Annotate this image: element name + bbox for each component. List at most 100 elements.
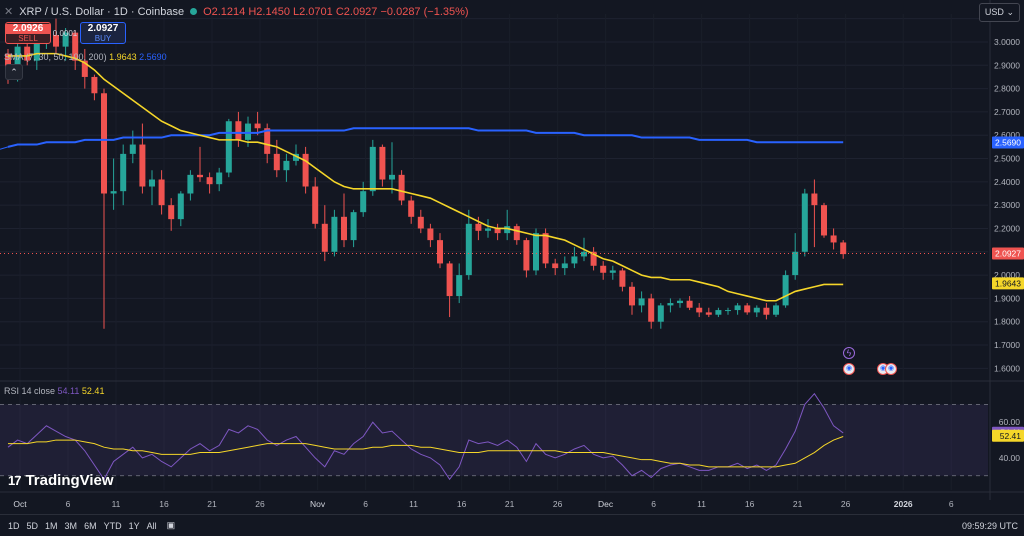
candle-body [581, 251, 587, 257]
candle-body [120, 153, 127, 192]
candle-body [705, 312, 712, 315]
price-label-text: 1.9643 [995, 278, 1021, 288]
candle-body [446, 263, 453, 297]
us-flag-event-icon[interactable]: ◉ [885, 363, 897, 375]
candle-body [427, 228, 434, 241]
rsi-band [0, 404, 988, 476]
buy-price: 2.0927 [87, 23, 119, 34]
rsi-axis-label: 60.00 [999, 417, 1021, 427]
rsi-label-badge [992, 429, 1024, 442]
candle-body [225, 121, 232, 173]
lightning-event-icon[interactable]: ϟ [843, 347, 855, 359]
candle-body [139, 144, 146, 187]
candle-body [235, 121, 242, 140]
symbol-title[interactable]: XRP / U.S. Dollar · 1D · Coinbase [19, 5, 185, 18]
sma-long-line [7, 127, 844, 148]
bottom-toolbar: 1D 5D 1M 3M 6M YTD 1Y All ▣ 09:59:29 UTC [0, 514, 1024, 536]
time-axis-label: 11 [409, 499, 418, 509]
price-label-text: 2.5690 [995, 137, 1021, 147]
rsi-axis-label: 40.00 [999, 453, 1021, 463]
open-value: O2.1214 [203, 5, 246, 18]
timeframe-button[interactable]: YTD [103, 520, 122, 531]
time-axis-label: 11 [112, 499, 121, 509]
time-axis-label: 11 [697, 499, 706, 509]
candle-body [609, 270, 616, 273]
spread-value: 0.0001 [52, 29, 78, 38]
rsi-label-text: 52.41 [1000, 431, 1022, 441]
price-axis-label: 1.9000 [994, 293, 1020, 303]
clock: 09:59:29 UTC [961, 520, 1018, 531]
sma-long-line-start [0, 146, 9, 150]
currency-selector[interactable]: USD ⌄ [978, 3, 1020, 22]
timeframe-button[interactable]: 3M [64, 520, 78, 531]
candle-body [437, 240, 443, 264]
timeframe-button[interactable]: 1M [45, 520, 58, 531]
close-value: C2.0927 [335, 5, 378, 18]
rsi-legend[interactable]: RSI 14 close 54.11 52.41 [4, 386, 104, 396]
candle-body [667, 303, 674, 306]
timeframe-button[interactable]: 1Y [128, 520, 140, 531]
candle-body [245, 123, 251, 140]
time-axis-label: 26 [255, 499, 265, 509]
candle-body [408, 200, 415, 217]
sma-legend[interactable]: SMA (7, 30, 50, 100, 200) 1.9643 2.5690 [4, 52, 167, 62]
collapse-indicators-icon[interactable]: ⌃ [5, 64, 23, 80]
calendar-range-icon[interactable]: ▣ [166, 520, 176, 530]
high-value: H2.1450 [248, 5, 290, 18]
candle-body [264, 128, 271, 154]
candle-body [331, 216, 338, 252]
price-axis-label: 2.9000 [994, 60, 1020, 70]
price-axis-label: 2.6000 [994, 130, 1020, 140]
time-axis-label: 6 [66, 499, 71, 509]
chart-canvas[interactable]: 1.60001.70001.80001.90002.00002.10002.20… [0, 0, 1024, 514]
candle-body [600, 265, 607, 273]
candle-body [801, 193, 808, 252]
tradingview-logo: 17 TradingView [8, 472, 114, 489]
timeframe-button[interactable]: 1D [8, 520, 20, 531]
candle-body [485, 228, 491, 231]
candle-body [475, 223, 482, 231]
candle-body [792, 251, 799, 276]
price-axis-label: 2.2000 [994, 223, 1020, 233]
candle-body [283, 160, 290, 171]
chevron-down-icon: ⌄ [1006, 7, 1014, 17]
collapse-x-icon[interactable]: ✕ [4, 6, 14, 18]
timeframe-button[interactable]: 5D [26, 520, 39, 531]
price-axis-label: 2.4000 [994, 177, 1020, 187]
candle-body [360, 191, 367, 213]
tradingview-mark-icon: 17 [8, 473, 22, 488]
logo-text: TradingView [25, 472, 114, 489]
time-axis-label: 26 [841, 499, 851, 509]
rsi-ma-line [8, 436, 844, 468]
candle-body [763, 307, 770, 315]
currency-label: USD [984, 7, 1004, 17]
candle-body [341, 216, 347, 241]
time-axis-label: 16 [159, 499, 169, 509]
time-axis-label: 16 [745, 499, 755, 509]
candle-body [657, 305, 664, 322]
candle-body [101, 93, 107, 194]
timeframe-button[interactable]: All [146, 520, 157, 531]
price-axis-label: 1.8000 [994, 317, 1020, 327]
sell-button[interactable]: 2.0926 SELL [5, 22, 51, 44]
rsi-line [7, 392, 844, 481]
candle-body [168, 205, 175, 220]
candle-body [696, 307, 703, 313]
buy-button[interactable]: 2.0927 BUY [80, 22, 126, 44]
us-flag-event-icon[interactable]: ◉ [843, 363, 855, 375]
price-axis-label: 1.6000 [994, 363, 1020, 373]
price-axis-label: 2.3000 [994, 200, 1020, 210]
time-axis-label: 6 [363, 499, 368, 509]
time-axis-label: 21 [505, 499, 515, 509]
candle-body [72, 32, 79, 61]
candle-body [293, 153, 299, 161]
candle-body [110, 191, 117, 194]
candle-body [686, 300, 693, 308]
candle-body [206, 177, 213, 185]
candle-body [753, 307, 760, 313]
candle-body [321, 223, 328, 252]
timeframe-button[interactable]: 6M [84, 520, 97, 531]
sma-value-1: 1.9643 [109, 52, 137, 62]
candle-body [187, 174, 194, 194]
